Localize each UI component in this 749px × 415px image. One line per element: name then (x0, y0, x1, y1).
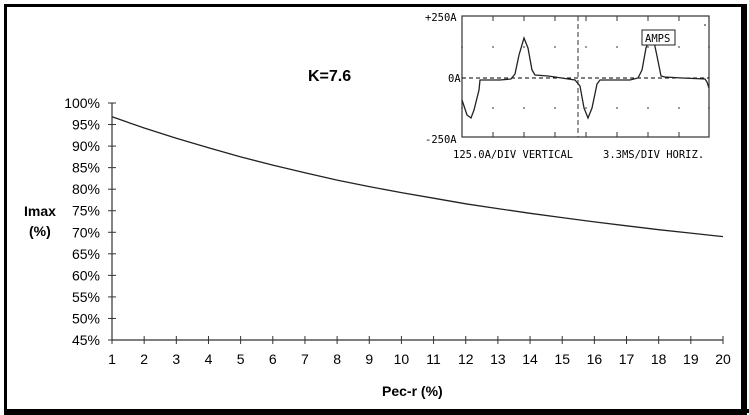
imax-curve (111, 116, 724, 238)
x-tick-label: 7 (301, 351, 309, 367)
x-tick-label: 20 (715, 351, 731, 367)
y-tick-label: 45% (72, 332, 100, 348)
y-axis-label-line2: (%) (29, 223, 51, 239)
x-tick-label: 18 (651, 351, 667, 367)
x-tick-label: 3 (172, 351, 180, 367)
x-tick-label: 6 (269, 351, 277, 367)
osc-y-top-label: +250A (425, 12, 457, 24)
y-tick-label: 100% (64, 95, 100, 111)
y-tick-label: 70% (72, 224, 100, 240)
osc-caption-vertical: 125.0A/DIV VERTICAL (453, 149, 573, 161)
osc-amps-badge: AMPS (645, 33, 670, 45)
y-tick-label: 85% (72, 160, 100, 176)
x-tick-label: 13 (490, 351, 506, 367)
y-tick-label: 95% (72, 117, 100, 133)
y-tick-label: 75% (72, 203, 100, 219)
x-tick-label: 11 (426, 351, 441, 367)
x-tick-label: 14 (522, 351, 538, 367)
x-axis-label: Pec-r (%) (382, 383, 443, 399)
y-tick-label: 50% (72, 310, 100, 326)
x-tick-label: 10 (394, 351, 410, 367)
y-ticks: 45% 50% 55% 60% 65% 70% 75% 80% 85% 90% 95% 100% (64, 95, 116, 348)
x-tick-label: 16 (587, 351, 603, 367)
y-tick-label: 55% (72, 289, 100, 305)
x-tick-label: 2 (140, 351, 148, 367)
x-tick-label: 1 (108, 351, 116, 367)
x-tick-label: 4 (205, 351, 213, 367)
x-tick-label: 19 (683, 351, 699, 367)
x-tick-label: 12 (458, 351, 474, 367)
osc-caption-horizontal: 3.3MS/DIV HORIZ. (603, 149, 704, 161)
x-tick-label: 9 (365, 351, 373, 367)
chart-title: K=7.6 (308, 68, 351, 85)
frame-shadow-bottom (4, 409, 749, 413)
osc-y-bottom-label: -250A (425, 134, 457, 146)
x-tick-label: 5 (237, 351, 245, 367)
y-tick-label: 65% (72, 246, 100, 262)
y-tick-label: 60% (72, 267, 100, 283)
x-ticks: 1 2 3 4 5 6 7 8 9 10 11 12 13 14 15 16 17 18 19 20 (108, 336, 731, 367)
oscilloscope-inset: +250A 0A -250A 125.0A/DIV VERTICAL 3.3MS… (425, 12, 710, 161)
x-tick-label: 17 (619, 351, 635, 367)
frame-shadow-right (741, 4, 745, 415)
y-tick-label: 80% (72, 181, 100, 197)
osc-y-mid-label: 0A (448, 73, 461, 85)
axes (111, 103, 723, 341)
x-tick-label: 8 (333, 351, 341, 367)
y-axis-label-line1: Imax (24, 203, 56, 219)
x-tick-label: 15 (554, 351, 570, 367)
y-tick-label: 90% (72, 138, 100, 154)
